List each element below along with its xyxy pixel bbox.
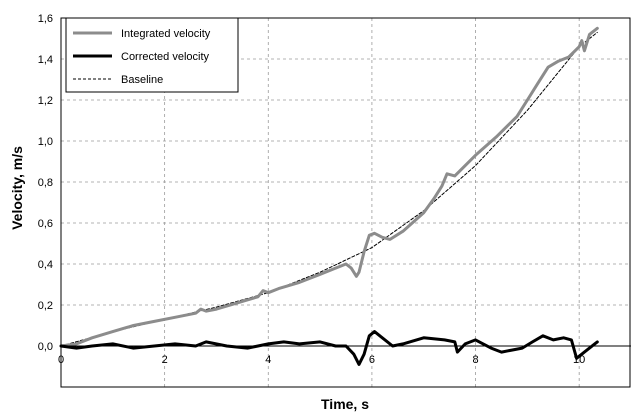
- y-tick-labels: 0,0 0,2 0,4 0,6 0,8 1,0 1,2 1,4 1,6: [38, 13, 53, 353]
- legend-label-integrated: Integrated velocity: [121, 28, 211, 40]
- y-axis-title: Velocity, m/s: [9, 146, 25, 230]
- x-tick-label: 2: [162, 354, 168, 366]
- y-tick-label: 0,8: [38, 177, 53, 189]
- y-tick-label: 1,6: [38, 13, 53, 25]
- grid-lines: [61, 18, 631, 387]
- legend: Integrated velocity Corrected velocity B…: [65, 17, 239, 93]
- y-tick-label: 1,4: [38, 54, 53, 66]
- series-line-integrated-velocity: [59, 26, 599, 348]
- y-tick-label: 0,6: [38, 218, 53, 230]
- y-tick-label: 1,2: [38, 95, 53, 107]
- legend-label-corrected: Corrected velocity: [121, 51, 210, 63]
- y-tick-label: 1,0: [38, 136, 53, 148]
- x-tick-label: 10: [573, 354, 585, 366]
- plot-border: [60, 17, 631, 388]
- y-tick-label: 0,4: [38, 259, 53, 271]
- series-line-corrected-velocity: [59, 330, 599, 366]
- y-tick-label: 0,0: [38, 341, 53, 353]
- x-tick-label: 0: [58, 354, 64, 366]
- x-tick-label: 8: [472, 354, 478, 366]
- axes: [60, 17, 631, 388]
- x-axis-title: Time, s: [321, 396, 369, 412]
- y-tick-label: 0,2: [38, 300, 53, 312]
- legend-label-baseline: Baseline: [121, 74, 163, 86]
- x-tick-label: 6: [369, 354, 375, 366]
- x-tick-labels: 0 2 4 6 8 10: [58, 354, 585, 366]
- series-layer: [59, 26, 599, 366]
- x-tick-label: 4: [265, 354, 271, 366]
